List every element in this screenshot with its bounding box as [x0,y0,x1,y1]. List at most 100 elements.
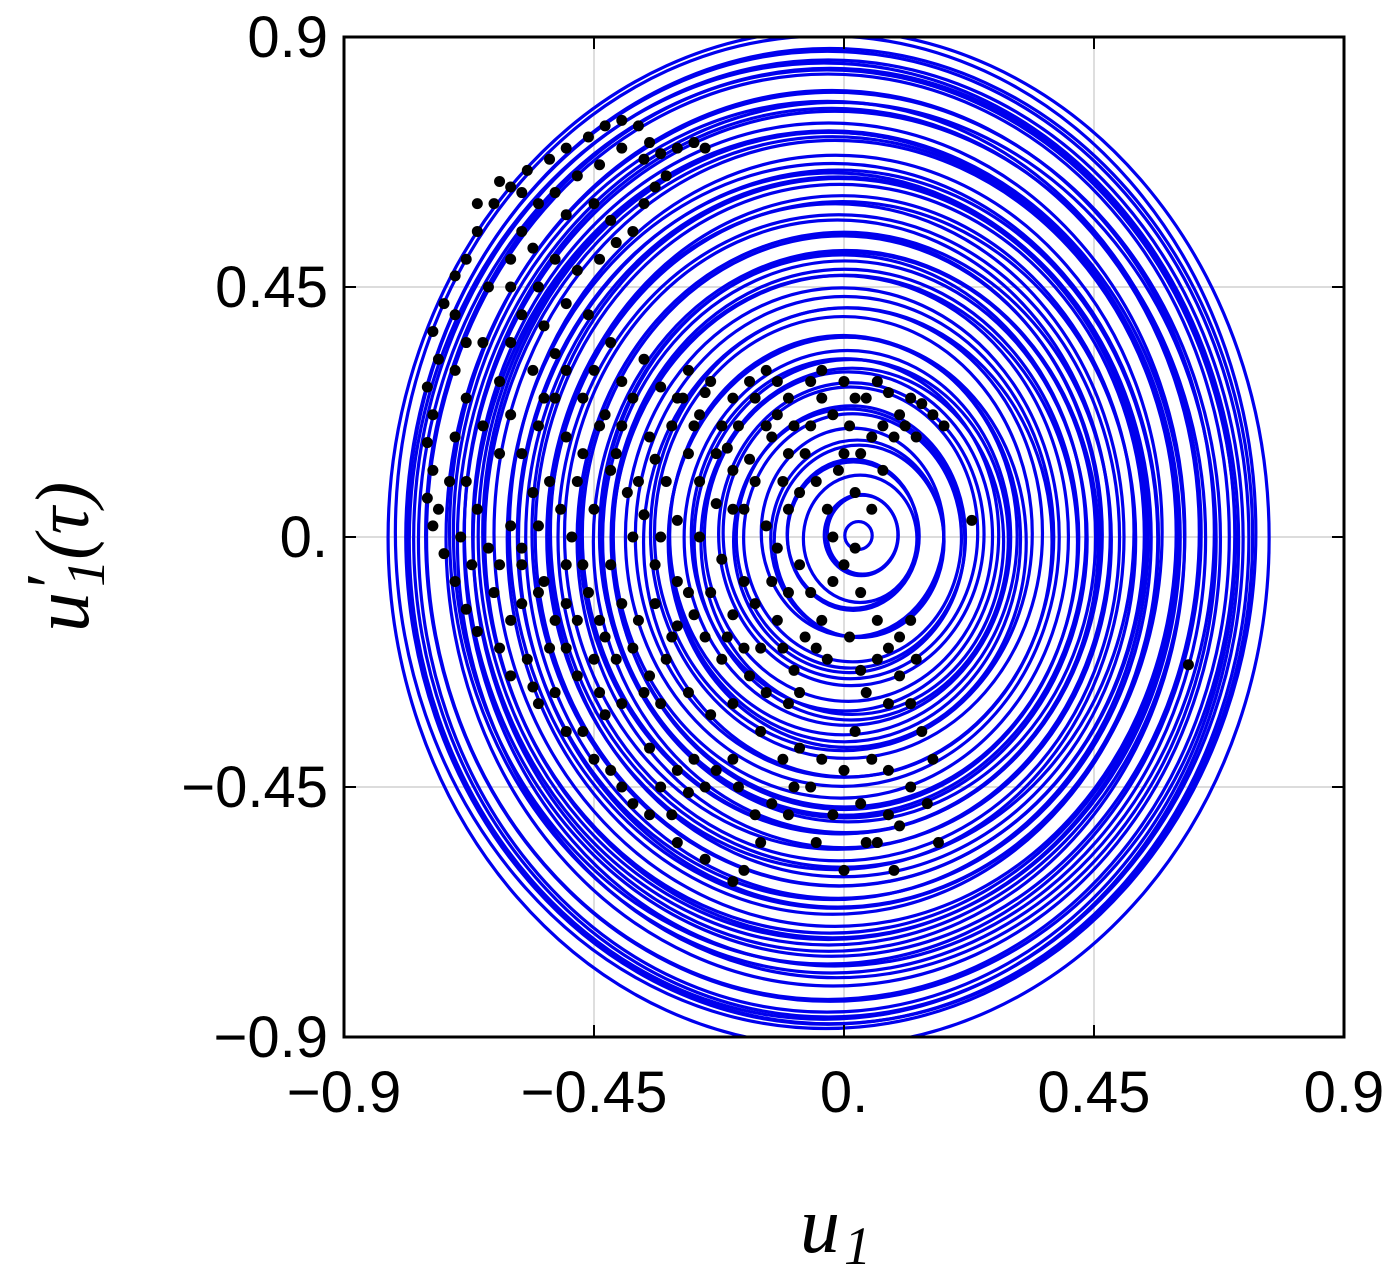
data-point [760,420,772,432]
data-point [455,531,467,543]
data-point [438,298,450,310]
data-point [905,781,917,793]
data-point [571,170,583,182]
y-axis-title-prime: ′ [13,575,90,592]
data-point [627,531,639,543]
data-point [532,420,544,432]
axis-ticks: −0.9 −0.45 0. 0.45 0.9 −0.9 −0.45 0. 0.45 0.9 [181,5,1384,1125]
data-point [460,337,472,349]
data-point [532,198,544,210]
data-point [694,475,706,487]
data-point [505,670,517,682]
x-tick-label: 0. [820,1060,868,1125]
data-point [871,653,883,665]
data-point [655,381,667,393]
data-point [927,409,939,421]
data-point [816,753,828,765]
data-point [627,225,639,237]
data-point [538,392,550,404]
data-point [682,587,694,599]
data-point [844,420,856,432]
trajectory-series [386,37,1271,1037]
data-point [966,514,978,526]
data-point [771,375,783,387]
data-point [705,587,717,599]
data-point [782,392,794,404]
data-point [427,464,439,476]
data-point [710,764,722,776]
data-point [627,642,639,654]
data-point [560,598,572,610]
data-point [855,664,867,676]
data-point [888,864,900,876]
data-point [616,375,628,387]
data-point [666,631,678,643]
data-point [610,237,622,249]
data-point [560,642,572,654]
data-point [655,781,667,793]
x-tick-label: 0.45 [1038,1060,1151,1125]
data-point [577,559,589,571]
data-point [644,742,656,754]
data-point [505,337,517,349]
data-point [638,687,650,699]
trajectory-loop [556,213,1122,863]
data-point [449,364,461,376]
data-point [871,837,883,849]
data-point [471,225,483,237]
trajectory-loop [483,135,1182,940]
data-point [494,375,506,387]
data-point [521,653,533,665]
data-point [594,614,606,626]
data-point [682,687,694,699]
data-point [649,559,661,571]
data-point [682,364,694,376]
data-point [505,614,517,626]
data-point [660,475,672,487]
data-point [705,375,717,387]
trajectory-loop [407,61,1241,1021]
trajectory-loop [667,335,1023,744]
poincare-points-series [421,114,1194,887]
data-point [649,598,661,610]
data-point [810,837,822,849]
data-point [460,475,472,487]
data-point [710,498,722,510]
data-point [838,559,850,571]
data-point [849,542,861,554]
data-point [760,520,772,532]
data-point [721,442,733,454]
data-point [738,575,750,587]
data-point [449,431,461,443]
trajectory-loop [412,58,1245,1019]
data-point [788,664,800,676]
data-point [849,725,861,737]
data-point [749,809,761,821]
trajectory-loop [507,153,1164,910]
data-point [644,137,656,149]
data-point [838,448,850,460]
data-point [871,375,883,387]
data-point [655,148,667,160]
x-tick-label: 0.9 [1304,1060,1385,1125]
trajectory-loop [462,106,1201,958]
data-point [649,453,661,465]
trajectory-loop [717,381,986,688]
data-point [899,420,911,432]
data-point [910,431,922,443]
x-axis-title-subscript: 1 [844,1216,871,1273]
trajectory-loop [471,121,1187,947]
data-point [905,392,917,404]
data-point [827,531,839,543]
data-point [671,837,683,849]
data-point [605,214,617,226]
trajectory-loop [652,314,1034,753]
y-axis-title: u′1(τ) [13,482,116,632]
data-point [560,431,572,443]
data-point [727,609,739,621]
data-point [838,764,850,776]
data-point [882,642,894,654]
data-point [827,809,839,821]
trajectory-loop [416,68,1238,1014]
data-point [777,475,789,487]
